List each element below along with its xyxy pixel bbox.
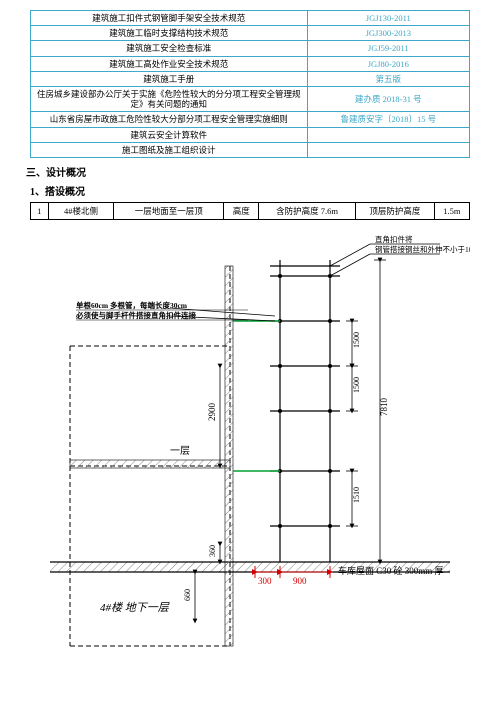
ref-code-cell <box>307 142 469 157</box>
ref-code-cell: JGJ80-2016 <box>307 56 469 71</box>
dim-1500b-text: 1500 <box>352 377 361 393</box>
label-garage-roof: 车库屋面 C30 砼 300mm 厚 <box>338 565 444 576</box>
label-left-note-1: 单根60cm 多根管，每端长度30cm <box>76 300 188 310</box>
label-basement: 4#楼 地下一层 <box>100 601 170 614</box>
ref-code-cell: 第五版 <box>307 71 469 86</box>
scaffold-section-diagram: 7810 1500 1500 1510 2900 360 660 300 900… <box>30 226 470 656</box>
dim-1510-text: 1510 <box>352 487 361 503</box>
cell-top-guard-value: 1.5m <box>434 202 469 219</box>
label-floor-1: 一层 <box>170 445 190 457</box>
ref-name-cell: 建筑云安全计算软件 <box>31 127 308 142</box>
ref-code-cell: 鲁建质安字〔2018〕15 号 <box>307 112 469 127</box>
fastener-dots <box>278 274 332 528</box>
ref-code-cell: JGJ130-2011 <box>307 11 469 26</box>
dim-1500a-text: 1500 <box>352 332 361 348</box>
cell-range: 一层地面至一层顶 <box>114 202 224 219</box>
cell-total-height: 含防护高度 7.6m <box>259 202 356 219</box>
label-top-note-2: 钢管搭接钢丝和外伸不小于10cm <box>375 244 470 254</box>
ref-code-cell: JGJ59-2011 <box>307 41 469 56</box>
ref-name-cell: 建筑施工扣件式钢管脚手架安全技术规范 <box>31 11 308 26</box>
dim-900-text: 900 <box>293 576 307 586</box>
ref-name-cell: 建筑施工手册 <box>31 71 308 86</box>
ref-name-cell: 建筑施工安全检查标准 <box>31 41 308 56</box>
wall-hatch <box>225 266 233 646</box>
ref-code-cell <box>307 127 469 142</box>
cell-index: 1 <box>31 202 49 219</box>
ref-code-cell: JGJ300-2013 <box>307 26 469 41</box>
ref-name-cell: 住房城乡建设部办公厅关于实施《危险性较大的分分项工程安全管理规定》有关问题的通知 <box>31 86 308 111</box>
dim-2900-text: 2900 <box>207 402 217 421</box>
dim-360-text: 360 <box>208 545 217 557</box>
dim-7810-text: 7810 <box>379 397 389 416</box>
setup-summary-table: 1 4#楼北侧 一层地面至一层顶 高度 含防护高度 7.6m 顶层防护高度 1.… <box>30 202 470 220</box>
subsection-1-heading: 1、搭设概况 <box>30 183 470 198</box>
ref-name-cell: 山东省房屋市政施工危险性较大分部分项工程安全管理实施细则 <box>31 112 308 127</box>
ref-code-cell: 建办质 2018-31 号 <box>307 86 469 111</box>
reference-standards-table: 建筑施工扣件式钢管脚手架安全技术规范JGJ130-2011建筑施工临时支撑结构技… <box>30 10 470 158</box>
cell-height-label: 高度 <box>224 202 259 219</box>
wall-ties <box>233 321 280 471</box>
section-3-heading: 三、设计概况 <box>26 164 470 179</box>
cell-location: 4#楼北侧 <box>48 202 114 219</box>
cell-top-guard-label: 顶层防护高度 <box>355 202 434 219</box>
label-top-note-1: 直角扣件将 <box>375 234 413 244</box>
ref-name-cell: 施工图纸及施工组织设计 <box>31 142 308 157</box>
ref-name-cell: 建筑施工临时支撑结构技术规范 <box>31 26 308 41</box>
leader-lines <box>170 244 440 321</box>
floor-slab-level1 <box>70 460 230 468</box>
building-outline <box>70 266 230 646</box>
dim-660-text: 660 <box>183 589 192 601</box>
ref-name-cell: 建筑施工高处作业安全技术规范 <box>31 56 308 71</box>
dim-300-text: 300 <box>258 576 272 586</box>
label-left-note-2: 必须使与脚手杆件搭接直角扣件连接 <box>75 310 196 320</box>
